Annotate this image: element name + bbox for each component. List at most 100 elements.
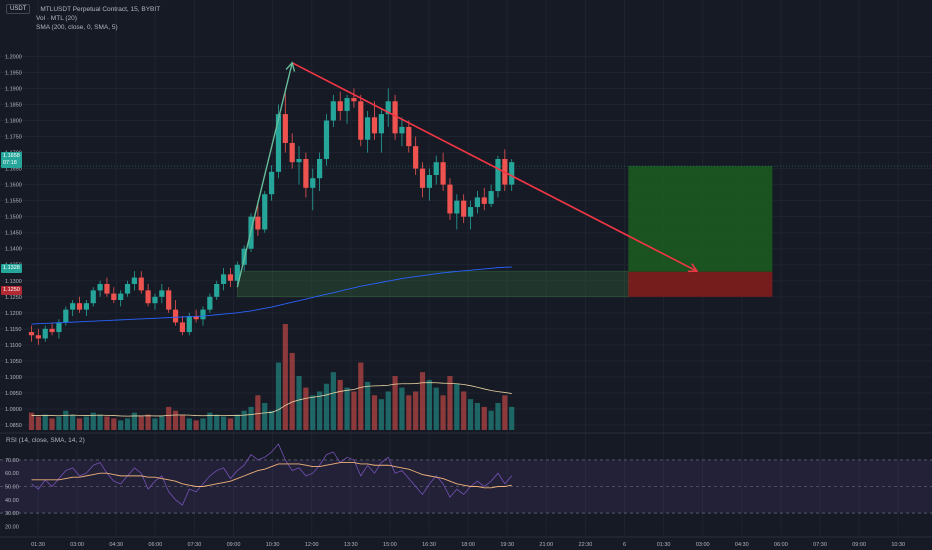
time-tick-label: 16:30 [422, 542, 436, 548]
symbol-title[interactable]: MTLUSDT Perpetual Contract, 15, BYBIT [40, 5, 161, 13]
candle-bull [426, 175, 432, 188]
current-price-countdown: 07:18 [3, 160, 17, 166]
time-tick-label: 15:00 [383, 542, 397, 548]
drawings[interactable] [236, 61, 699, 288]
time-tick-label: 22:30 [579, 542, 593, 548]
candle-bull [200, 309, 206, 320]
candle-bull [495, 158, 501, 192]
volume-bar [28, 412, 35, 430]
downtrend-line [291, 62, 698, 272]
time-tick-label: 13:30 [344, 542, 358, 548]
volume-bar [104, 416, 110, 430]
volume-bar [433, 387, 439, 430]
price-tick-label: 1.1250 [5, 295, 22, 301]
volume-bar [172, 410, 179, 430]
candle-bull [70, 303, 76, 310]
candle-bull [433, 162, 439, 176]
time-tick-label: 18:00 [461, 542, 475, 548]
volume-bar [200, 418, 206, 430]
time-tick-label: 04:30 [109, 542, 123, 548]
candle-bull [296, 158, 302, 163]
time-tick-label: 21:00 [539, 542, 553, 548]
demand-zone-box [237, 270, 629, 298]
candle-bull [474, 197, 480, 208]
candle-bull [207, 296, 213, 310]
impulse-line [236, 62, 293, 288]
volume-bar [275, 362, 282, 430]
price-tick-label: 1.0950 [5, 391, 22, 397]
volume-bar [262, 403, 268, 430]
candle-bear [358, 101, 364, 140]
time-tick-label: 09:00 [227, 542, 241, 548]
price-tick-label: 1.1850 [5, 102, 22, 108]
candle-bear [351, 98, 357, 102]
price-tick-label: 1.1550 [5, 199, 22, 205]
position-profit-zone [628, 166, 773, 272]
time-tick-label: 01:30 [31, 542, 45, 548]
time-tick-label: 19:30 [500, 542, 514, 548]
candle-bear [419, 168, 426, 188]
candle-bear [145, 290, 151, 304]
candle-bull [330, 101, 336, 121]
candle-bear [255, 216, 261, 230]
volume-indicator-label[interactable]: Vol · MTL (20) [36, 15, 77, 22]
sma-legend: SMA (200, close, 0, SMA, 5) [6, 23, 160, 32]
rsi-tick-label: 40.00 [5, 498, 19, 504]
candle-bull [118, 293, 124, 301]
candle-bear [337, 101, 343, 111]
current-price-value: 1.1658 [3, 153, 20, 159]
time-tick-label: 07:30 [188, 542, 202, 548]
candle-bull [365, 117, 371, 140]
price-tick-label: 1.1500 [5, 215, 22, 221]
volume-bar [234, 414, 240, 430]
sma-200-line [31, 266, 512, 325]
volume-bar [419, 372, 426, 430]
time-tick-label: 06:00 [148, 542, 162, 548]
rsi-indicator-label[interactable]: RSI (14, close, SMA, 14, 2) [6, 437, 85, 444]
candle-bear [447, 184, 453, 214]
candle-bear [172, 309, 179, 323]
candle-bull [262, 194, 268, 230]
currency-badge[interactable]: USDT [6, 4, 31, 14]
volume-bar [385, 391, 391, 430]
price-tick-label: 1.1100 [5, 343, 21, 349]
candle-bull [234, 264, 240, 281]
volume-bar [406, 395, 412, 430]
volume-bar [159, 416, 165, 430]
volume-bar [378, 399, 384, 430]
candle-bear [166, 290, 172, 310]
volume-bar [97, 414, 103, 430]
volume-bar [474, 403, 480, 430]
candle-bull [63, 309, 69, 323]
volume-bar [481, 406, 487, 430]
candle-bear [28, 332, 35, 336]
candle-bull [454, 200, 460, 214]
candle-bull [488, 191, 494, 204]
volume-bar [207, 412, 213, 430]
indicator-lines [31, 266, 512, 417]
volume-bar [255, 395, 261, 430]
candle-bear [371, 117, 378, 134]
price-tick-label: 1.1300 [5, 279, 22, 285]
candle-bull [214, 283, 220, 297]
volume-bar [358, 362, 364, 430]
candle-bear [282, 114, 288, 143]
volume-bar [131, 412, 137, 430]
volume-bar [227, 418, 234, 430]
candle-bear [138, 277, 144, 291]
sma-indicator-label[interactable]: SMA (200, close, 0, SMA, 5) [36, 24, 118, 31]
volume-bar [426, 379, 432, 430]
volume-bar [413, 391, 419, 430]
volume-bar [220, 416, 227, 430]
candle-bull [323, 120, 330, 159]
volume-bar [111, 418, 117, 430]
candle-bull [385, 101, 391, 115]
volume-bars [28, 324, 515, 430]
time-tick-label: 04:30 [735, 542, 749, 548]
volume-bar [365, 381, 371, 430]
rsi-pane [0, 443, 932, 514]
volume-bar [42, 414, 48, 430]
symbol-row: USDT MTLUSDT Perpetual Contract, 15, BYB… [6, 4, 160, 14]
rsi-legend: RSI (14, close, SMA, 14, 2) [6, 437, 85, 444]
